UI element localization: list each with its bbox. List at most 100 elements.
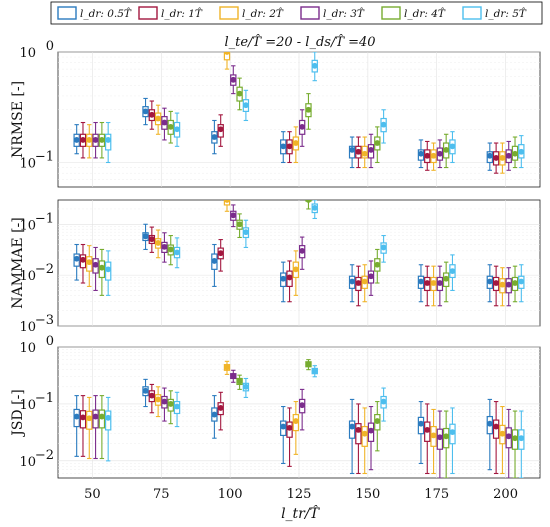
median-marker: [361, 430, 368, 437]
median-marker: [424, 152, 431, 159]
median-marker: [380, 398, 387, 405]
median-marker: [86, 137, 93, 143]
box-series1-cat5: [424, 403, 431, 475]
box-series1-cat2: [217, 239, 224, 272]
median-marker: [242, 102, 249, 109]
legend-label-4: l_dr: 4T̂: [404, 7, 446, 20]
median-marker: [167, 401, 174, 407]
box-series5-cat0: [104, 250, 112, 296]
box-series2-cat2: [223, 200, 231, 212]
median-marker: [161, 119, 168, 126]
box-series1-cat3: [286, 407, 293, 467]
median-marker: [211, 258, 218, 264]
median-marker: [105, 137, 112, 143]
box-series4-cat6: [511, 136, 519, 169]
median-marker: [449, 268, 456, 275]
box-series4-cat3: [305, 93, 312, 130]
legend: l_dr: 0.5T̂ l_dr: 1T̂ l_dr: 2T̂ l_dr: 3T̂ l_…: [50, 1, 543, 25]
median-marker: [236, 221, 243, 228]
y-tick-label: 10: [19, 156, 36, 171]
median-marker: [174, 249, 180, 256]
box-series1-cat2: [217, 391, 224, 431]
median-marker: [418, 150, 424, 157]
legend-swatch-5: [462, 6, 482, 20]
y-tick-exponent: −2: [35, 448, 54, 463]
x-tick-label: 200: [493, 487, 518, 502]
box-series5-cat2: [242, 377, 250, 398]
box-series0-cat4: [348, 136, 356, 169]
legend-swatch-1: [138, 6, 158, 20]
box-series0-cat3: [280, 405, 287, 465]
box-series1-cat4: [355, 136, 362, 169]
legend-label-0: l_dr: 0.5T̂: [80, 7, 132, 20]
median-marker: [361, 278, 368, 285]
median-marker: [73, 137, 80, 143]
median-marker: [224, 364, 230, 371]
median-marker: [98, 264, 105, 271]
box-series3-cat4: [367, 405, 375, 471]
box-series2-cat3: [292, 401, 300, 455]
y-tick-exponent: −1: [35, 211, 54, 226]
median-marker: [280, 423, 287, 430]
median-marker: [424, 280, 431, 286]
box-series0-cat1: [142, 378, 149, 408]
box-series5-cat4: [380, 109, 387, 144]
y-tick-exponent: −1: [35, 149, 54, 164]
median-marker: [292, 266, 299, 273]
box-series0-cat2: [211, 119, 218, 155]
box-series4-cat2: [236, 213, 243, 239]
box-series4-cat4: [374, 401, 381, 452]
median-marker: [174, 126, 180, 133]
box-series0-cat0: [73, 243, 80, 281]
legend-swatch-0: [57, 6, 77, 20]
median-marker: [86, 259, 93, 266]
median-marker: [80, 414, 86, 421]
median-marker: [286, 424, 293, 431]
box-series2-cat3: [292, 250, 300, 296]
box-series1-cat5: [424, 265, 431, 307]
median-marker: [486, 152, 493, 159]
median-marker: [92, 261, 99, 268]
boxes-2: [73, 359, 525, 478]
median-marker: [499, 155, 506, 161]
median-marker: [230, 373, 237, 379]
box-series3-cat3: [298, 236, 306, 270]
median-marker: [493, 423, 500, 430]
median-marker: [499, 430, 506, 437]
median-marker: [355, 148, 362, 155]
median-marker: [224, 52, 230, 55]
boxes-1: [73, 200, 525, 307]
box-series1-cat4: [355, 403, 362, 475]
box-series1-cat0: [79, 395, 87, 457]
box-series1-cat1: [148, 100, 156, 130]
box-series1-cat5: [424, 140, 431, 171]
median-marker: [374, 261, 381, 268]
median-marker: [361, 150, 368, 157]
median-marker: [286, 274, 293, 281]
box-series4-cat0: [98, 248, 106, 296]
median-marker: [493, 280, 500, 286]
box-series3-cat2: [230, 204, 237, 228]
box-series0-cat5: [417, 264, 425, 303]
y-tick-label: 10: [19, 455, 36, 470]
box-series0-cat6: [486, 398, 494, 471]
y-tick-label: 10: [19, 269, 36, 284]
box-series1-cat1: [148, 383, 156, 414]
y-tick-label: 10: [19, 320, 36, 335]
box-series2-cat1: [154, 386, 162, 418]
box-series2-cat4: [361, 264, 368, 303]
box-series5-cat0: [104, 396, 112, 462]
box-series1-cat3: [286, 260, 293, 303]
median-marker: [242, 383, 249, 390]
y-axis-label-2: JSD [-]: [10, 389, 26, 438]
box-series4-cat5: [442, 133, 450, 169]
legend-frame: [50, 1, 543, 25]
median-marker: [493, 155, 500, 161]
median-marker: [80, 137, 86, 143]
box-series5-cat1: [173, 112, 181, 147]
box-series4-cat5: [442, 410, 450, 478]
median-marker: [242, 229, 249, 236]
median-marker: [368, 273, 374, 280]
